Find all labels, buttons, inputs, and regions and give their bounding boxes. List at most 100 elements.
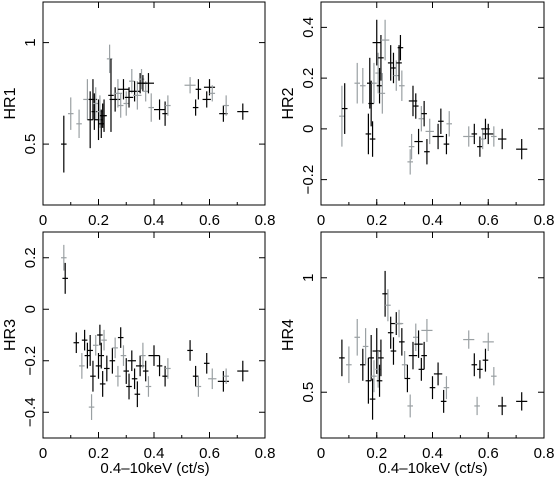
hr1-x-tick-label: 0 xyxy=(39,212,47,229)
hr2-data-point xyxy=(360,67,366,104)
hr1-data-point xyxy=(148,93,154,122)
hr3-data-point xyxy=(195,376,202,397)
hr4-x-tick-label: 0 xyxy=(317,445,325,462)
hr4-data-point xyxy=(385,289,391,322)
hr1-y-tick-label: 1 xyxy=(22,38,39,46)
hr4-data-point xyxy=(408,341,418,370)
hr1-data-point xyxy=(87,91,93,149)
hr2-data-point xyxy=(341,83,348,134)
hr4-data-point xyxy=(474,396,480,416)
hr3-data-point xyxy=(101,329,107,351)
hr1-data-point xyxy=(202,91,211,108)
hr1-data-point xyxy=(209,85,216,102)
hr2-y-tick-label: 0 xyxy=(300,125,317,133)
hr4-x-tick-label: 0.2 xyxy=(366,445,387,462)
hr2-data-point xyxy=(408,133,415,160)
hr3-data-point xyxy=(90,360,96,392)
hr3-data-point xyxy=(142,360,149,382)
hr1-data-point xyxy=(237,103,249,120)
hr3-data-point xyxy=(95,353,102,379)
hr4-y-tick-label: 0.5 xyxy=(300,382,317,403)
hr3-y-tick-label: 0.2 xyxy=(22,247,39,268)
hr2-data-point xyxy=(516,139,528,160)
hr3-y-tick-label: −0.4 xyxy=(22,397,39,427)
hr4-data-point xyxy=(354,318,361,356)
hr2-y-tick-label: −0.2 xyxy=(300,165,317,195)
hr3-data-point xyxy=(73,332,80,354)
hr1-data-point xyxy=(192,99,199,116)
hr1-data-point xyxy=(76,109,82,139)
hr1-x-tick-label: 0.2 xyxy=(88,212,109,229)
hr4-data-point xyxy=(516,392,528,411)
hr2-data-point xyxy=(412,93,419,119)
hr3-data-point xyxy=(79,353,85,379)
hr1-data-point xyxy=(117,93,124,118)
hr2-data-point xyxy=(399,70,405,101)
hr1-data-point xyxy=(142,81,149,102)
hr2-data-point xyxy=(432,123,444,150)
hr3-data-point xyxy=(165,358,171,379)
x-axis-label-left: 0.4–10keV (ct/s) xyxy=(100,460,209,477)
hr2-data-point xyxy=(438,108,444,134)
hr2-data-point xyxy=(339,85,345,147)
hr2-y-tick-label: 0.2 xyxy=(300,68,317,89)
hr1-data-point xyxy=(67,97,74,130)
hr3-data-point xyxy=(126,373,132,400)
hr1-data-point xyxy=(142,73,154,94)
hr1-data-point xyxy=(195,79,202,100)
hr4-data-point xyxy=(482,332,494,352)
hr3-y-tick-label: 0 xyxy=(22,305,39,313)
hr2-data-point xyxy=(407,149,413,175)
hr2-plot-frame xyxy=(320,1,545,206)
hr2-data-point xyxy=(369,121,376,157)
hr3-data-point xyxy=(97,324,103,346)
hr3-data-point xyxy=(117,327,124,348)
hr2-y-tick-label: 0.4 xyxy=(300,17,317,38)
hr4-data-point xyxy=(414,330,423,358)
hr1-x-tick-label: 0.8 xyxy=(255,212,276,229)
hr2-x-tick-label: 0.6 xyxy=(478,212,499,229)
hr2-data-point xyxy=(477,136,483,157)
hr3-data-point xyxy=(127,350,136,372)
hr4-data-point xyxy=(421,318,433,342)
hr3-y-axis-label: HR3 xyxy=(2,319,19,351)
hr4-data-point xyxy=(418,357,425,381)
hr2-data-point xyxy=(390,52,397,84)
hr2-data-point xyxy=(418,106,425,132)
hr2-data-point xyxy=(482,123,494,145)
hr3-data-point xyxy=(92,335,99,356)
hr4-data-point xyxy=(362,328,369,365)
hr1-y-tick-label: 0.5 xyxy=(22,134,39,155)
hr2-x-tick-label: 0 xyxy=(317,212,325,229)
hr4-data-point xyxy=(382,270,388,317)
hr2-data-point xyxy=(393,60,400,91)
hr4-data-point xyxy=(376,364,383,397)
hr2-data-point xyxy=(479,128,486,150)
hr2-data-point xyxy=(387,45,394,81)
hr1-data-point xyxy=(133,81,142,110)
hr4-data-point xyxy=(412,323,419,352)
hr2-data-point xyxy=(380,19,390,61)
hr4-data-point xyxy=(371,360,377,393)
hr2-data-point xyxy=(414,128,423,155)
hr3-data-point xyxy=(156,355,163,377)
hr3-data-point xyxy=(99,371,106,397)
hr1-y-axis-label: HR1 xyxy=(2,87,19,119)
hr2-x-tick-label: 0.4 xyxy=(422,212,443,229)
hr4-data-point xyxy=(482,348,489,372)
hr4-data-point xyxy=(339,339,345,377)
hr4-data-point xyxy=(407,394,413,418)
hr4-data-point xyxy=(404,364,411,393)
hr4-data-point xyxy=(471,353,478,377)
hr4-data-point xyxy=(387,316,394,349)
hr4-data-point xyxy=(399,328,405,356)
hr2-data-point xyxy=(371,62,377,104)
hr1-data-point xyxy=(109,87,121,112)
hr2-data-point xyxy=(378,34,384,81)
hr2-data-point xyxy=(425,118,434,145)
hr4-data-point xyxy=(440,389,447,413)
hr1-data-point xyxy=(61,115,67,173)
hr3-data-point xyxy=(145,376,152,397)
hr3-data-point xyxy=(223,368,229,384)
